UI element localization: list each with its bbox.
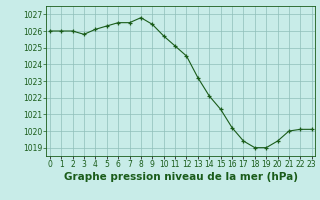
X-axis label: Graphe pression niveau de la mer (hPa): Graphe pression niveau de la mer (hPa)	[64, 172, 298, 182]
